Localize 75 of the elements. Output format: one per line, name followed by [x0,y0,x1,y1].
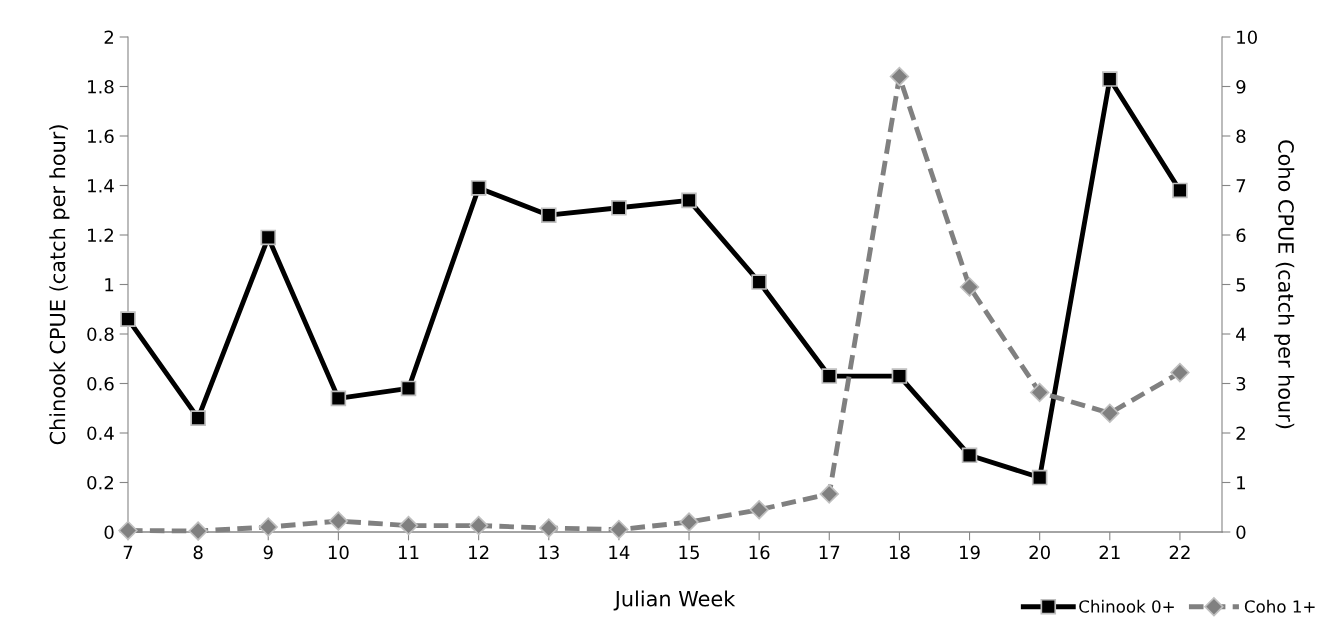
y-tick-label: 1.2 [88,228,113,242]
y-tick-label: 1.8 [88,79,114,94]
point [258,517,278,537]
x-tick-label: 13 [539,545,559,560]
point [821,368,838,384]
x-tick-label: 18 [889,545,910,560]
y2-axis-title: Coho CPUE (catch per hour) [1274,140,1295,429]
y-tick-label: 0 [104,525,114,540]
y-tick-label: 1.6 [88,129,114,144]
point [400,380,417,397]
x-tick-label: 22 [1169,545,1190,559]
y-tick-label: 2 [104,30,113,44]
y2-tick-label: 8 [1236,129,1246,144]
point [891,368,908,384]
x-tick-label: 14 [609,545,630,559]
point [120,311,136,327]
y-tick-label: 1 [105,278,114,292]
y-tick-label: 0.6 [87,376,114,391]
point [679,512,699,532]
x-tick-label: 20 [1029,545,1050,560]
point [611,199,627,216]
y2-tick-label: 4 [1236,327,1246,341]
y-tick-label: 1.4 [88,179,114,193]
point [1170,362,1190,383]
point [1029,382,1050,403]
point [188,521,208,541]
point [470,180,487,196]
x-tick-label: 19 [960,545,980,560]
y2-tick-label: 9 [1236,79,1246,94]
point [609,519,629,540]
point [190,410,206,426]
x-tick-label: 16 [749,545,770,560]
x-tick-label: 7 [123,545,133,559]
point [118,520,138,541]
y2-tick-label: 7 [1236,179,1246,193]
point [749,500,769,520]
point [751,274,767,290]
y2-tick-label: 3 [1236,376,1246,391]
y-tick-label: 0.4 [87,426,114,441]
y-axis-title: Chinook CPUE (catch per hour) [49,125,70,445]
point [889,66,910,87]
x-tick-label: 9 [263,545,273,560]
point [1102,71,1118,87]
x-tick-label: 17 [819,545,840,559]
point [1031,469,1048,486]
y-tick-label: 0.2 [87,475,113,490]
point [1100,403,1120,423]
x-tick-label: 11 [399,545,419,559]
x-tick-label: 12 [469,545,489,559]
legend-label: Chinook 0+ [1079,599,1174,613]
y2-tick-label: 10 [1237,30,1257,45]
y2-tick-label: 1 [1237,476,1246,490]
point [398,515,419,536]
y-tick-label: 0.8 [87,327,114,342]
point [961,447,978,464]
y2-tick-label: 5 [1236,278,1246,292]
point [819,484,839,504]
point [330,390,347,407]
legend-label: Coho 1+ [1244,599,1315,613]
x-tick-label: 15 [679,545,699,560]
x-axis-title: Julian Week [613,590,736,611]
point [1172,182,1188,199]
x-tick-label: 21 [1099,545,1120,559]
x-tick-label: 8 [193,545,203,560]
point [328,511,349,531]
y2-tick-label: 0 [1236,525,1246,540]
point [681,192,697,209]
y2-tick-label: 6 [1236,228,1246,243]
point [468,515,489,536]
y2-tick-label: 2 [1236,426,1245,440]
point [540,207,557,223]
point [260,229,277,246]
point [539,518,559,538]
x-tick-label: 10 [328,545,349,560]
point [959,277,980,297]
